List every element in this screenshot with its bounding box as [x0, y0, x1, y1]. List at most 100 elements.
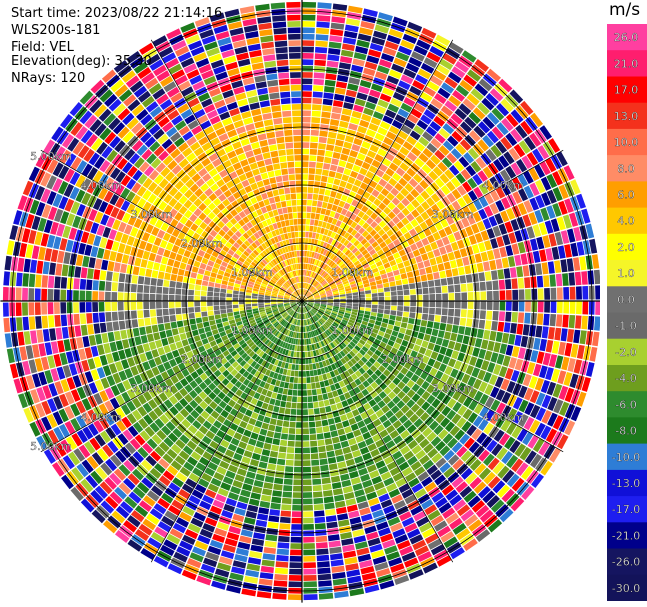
velocity-gate — [320, 464, 329, 472]
velocity-gate — [566, 329, 575, 343]
velocity-gate — [73, 302, 79, 313]
velocity-gate — [535, 179, 546, 194]
velocity-gate — [243, 362, 250, 370]
velocity-gate — [303, 485, 312, 492]
velocity-gate — [466, 318, 473, 327]
velocity-gate — [289, 310, 294, 316]
velocity-gate — [539, 125, 552, 140]
velocity-gate — [435, 293, 442, 301]
velocity-gate — [41, 302, 48, 315]
velocity-gate — [250, 368, 257, 376]
velocity-gate — [384, 40, 399, 51]
velocity-gate — [269, 371, 275, 378]
velocity-gate — [243, 429, 252, 438]
velocity-gate — [349, 470, 359, 479]
velocity-gate — [426, 197, 436, 207]
velocity-gate — [325, 444, 334, 452]
velocity-gate — [519, 446, 532, 461]
velocity-gate — [313, 239, 318, 246]
velocity-gate — [454, 309, 461, 317]
velocity-gate — [332, 390, 339, 398]
velocity-gate — [147, 193, 157, 204]
velocity-gate — [418, 361, 427, 371]
velocity-gate — [258, 303, 264, 306]
velocity-gate — [188, 307, 195, 313]
velocity-gate — [478, 319, 486, 329]
velocity-gate — [392, 91, 405, 102]
velocity-gate — [194, 483, 207, 494]
velocity-gate — [183, 199, 193, 209]
velocity-gate — [226, 584, 241, 594]
velocity-gate — [420, 114, 432, 125]
velocity-gate — [359, 119, 370, 128]
velocity-gate — [262, 267, 269, 273]
velocity-gate — [290, 301, 296, 303]
velocity-gate — [60, 114, 73, 129]
velocity-gate — [321, 316, 328, 321]
velocity-gate — [540, 207, 550, 221]
velocity-gate — [81, 459, 94, 474]
velocity-gate — [330, 325, 337, 331]
velocity-gate — [387, 339, 395, 347]
velocity-gate — [233, 311, 240, 316]
velocity-gate — [280, 334, 285, 341]
velocity-gate — [410, 108, 423, 119]
velocity-gate — [226, 229, 234, 237]
velocity-gate — [294, 332, 297, 339]
velocity-gate — [70, 201, 80, 215]
velocity-gate — [479, 393, 489, 405]
velocity-gate — [442, 433, 454, 445]
velocity-gate — [491, 321, 498, 331]
velocity-gate — [462, 205, 472, 217]
velocity-gate — [508, 357, 517, 369]
velocity-gate — [316, 548, 329, 555]
velocity-gate — [226, 390, 235, 399]
velocity-gate — [589, 346, 598, 362]
velocity-gate — [374, 338, 381, 345]
velocity-gate — [243, 260, 251, 267]
velocity-gate — [323, 215, 329, 222]
velocity-gate — [309, 225, 314, 232]
velocity-gate — [114, 231, 123, 242]
velocity-gate — [86, 455, 99, 470]
velocity-gate — [263, 547, 276, 554]
velocity-gate — [333, 275, 339, 280]
velocity-gate — [43, 219, 53, 234]
velocity-gate — [162, 308, 169, 316]
velocity-gate — [280, 361, 286, 368]
velocity-gate — [323, 195, 330, 203]
velocity-gate — [490, 499, 505, 513]
velocity-gate — [175, 439, 186, 450]
velocity-gate — [442, 53, 457, 65]
velocity-gate — [264, 320, 270, 325]
velocity-gate — [306, 206, 312, 213]
velocity-gate — [170, 274, 178, 281]
velocity-gate — [330, 190, 337, 198]
velocity-gate — [414, 368, 423, 377]
velocity-gate — [499, 343, 508, 355]
velocity-gate — [354, 414, 363, 423]
velocity-gate — [297, 307, 300, 313]
velocity-gate — [47, 289, 54, 301]
velocity-gate — [342, 317, 349, 322]
velocity-gate — [240, 243, 248, 250]
velocity-gate — [307, 325, 311, 332]
velocity-gate — [189, 277, 196, 284]
velocity-gate — [306, 345, 310, 351]
velocity-gate — [239, 360, 247, 367]
velocity-gate — [415, 449, 426, 460]
velocity-gate — [461, 292, 468, 301]
velocity-gate — [318, 254, 323, 261]
velocity-gate — [544, 301, 551, 313]
velocity-gate — [98, 312, 106, 323]
velocity-gate — [138, 240, 147, 250]
velocity-gate — [166, 448, 178, 460]
velocity-gate — [356, 392, 365, 400]
velocity-gate — [350, 443, 359, 452]
velocity-gate — [250, 544, 264, 553]
velocity-gate — [496, 122, 509, 136]
velocity-gate — [409, 85, 422, 96]
velocity-gate — [362, 263, 370, 269]
velocity-gate — [153, 395, 163, 406]
velocity-gate — [265, 534, 278, 542]
